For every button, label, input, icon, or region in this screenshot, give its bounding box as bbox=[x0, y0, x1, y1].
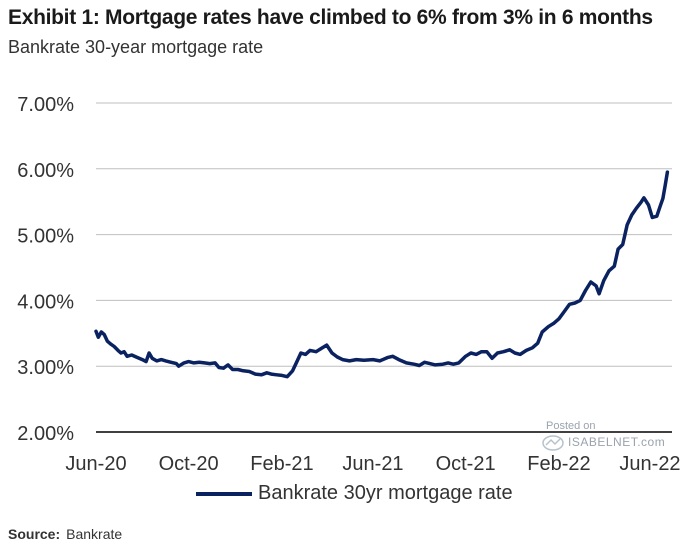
y-tick-label: 2.00% bbox=[17, 423, 74, 445]
watermark: Posted on ISABELNET.com bbox=[540, 420, 680, 458]
series-layer bbox=[94, 170, 670, 379]
watermark-name: ISABELNET.com bbox=[568, 435, 666, 449]
isabelnet-logo-icon bbox=[542, 435, 564, 451]
x-tick-label: Jun-21 bbox=[342, 453, 403, 475]
series-line bbox=[94, 170, 670, 379]
x-tick-label: Oct-20 bbox=[159, 453, 219, 475]
y-tick-label: 4.00% bbox=[17, 291, 74, 313]
watermark-posted-label: Posted on bbox=[546, 420, 596, 432]
y-tick-label: 3.00% bbox=[17, 357, 74, 379]
y-axis-ticks: 2.00% 3.00% 4.00% 5.00% 6.00% 7.00% bbox=[17, 94, 74, 445]
x-tick-label: Oct-21 bbox=[436, 453, 496, 475]
y-tick-label: 7.00% bbox=[17, 94, 74, 116]
source-label: Source: bbox=[8, 526, 61, 542]
x-tick-label: Jun-20 bbox=[65, 453, 126, 475]
chart-subtitle: Bankrate 30-year mortgage rate bbox=[8, 37, 264, 57]
chart-title: Exhibit 1: Mortgage rates have climbed t… bbox=[8, 6, 653, 29]
x-tick-label: Feb-22 bbox=[527, 453, 590, 475]
x-tick-label: Jun-22 bbox=[619, 453, 680, 475]
x-axis-ticks: Jun-20 Oct-20 Feb-21 Jun-21 Oct-21 Feb-22 Jun-… bbox=[65, 453, 680, 475]
source-text: Bankrate bbox=[66, 526, 123, 542]
legend-line-swatch bbox=[196, 491, 252, 496]
legend-label: Bankrate 30yr mortgage rate bbox=[258, 482, 513, 504]
gridlines bbox=[96, 102, 672, 367]
y-tick-label: 5.00% bbox=[17, 226, 74, 248]
y-tick-label: 6.00% bbox=[17, 160, 74, 182]
legend: Bankrate 30yr mortgage rate bbox=[196, 482, 513, 505]
x-tick-label: Feb-21 bbox=[250, 453, 313, 475]
source-note: Source: Bankrate bbox=[8, 526, 122, 542]
